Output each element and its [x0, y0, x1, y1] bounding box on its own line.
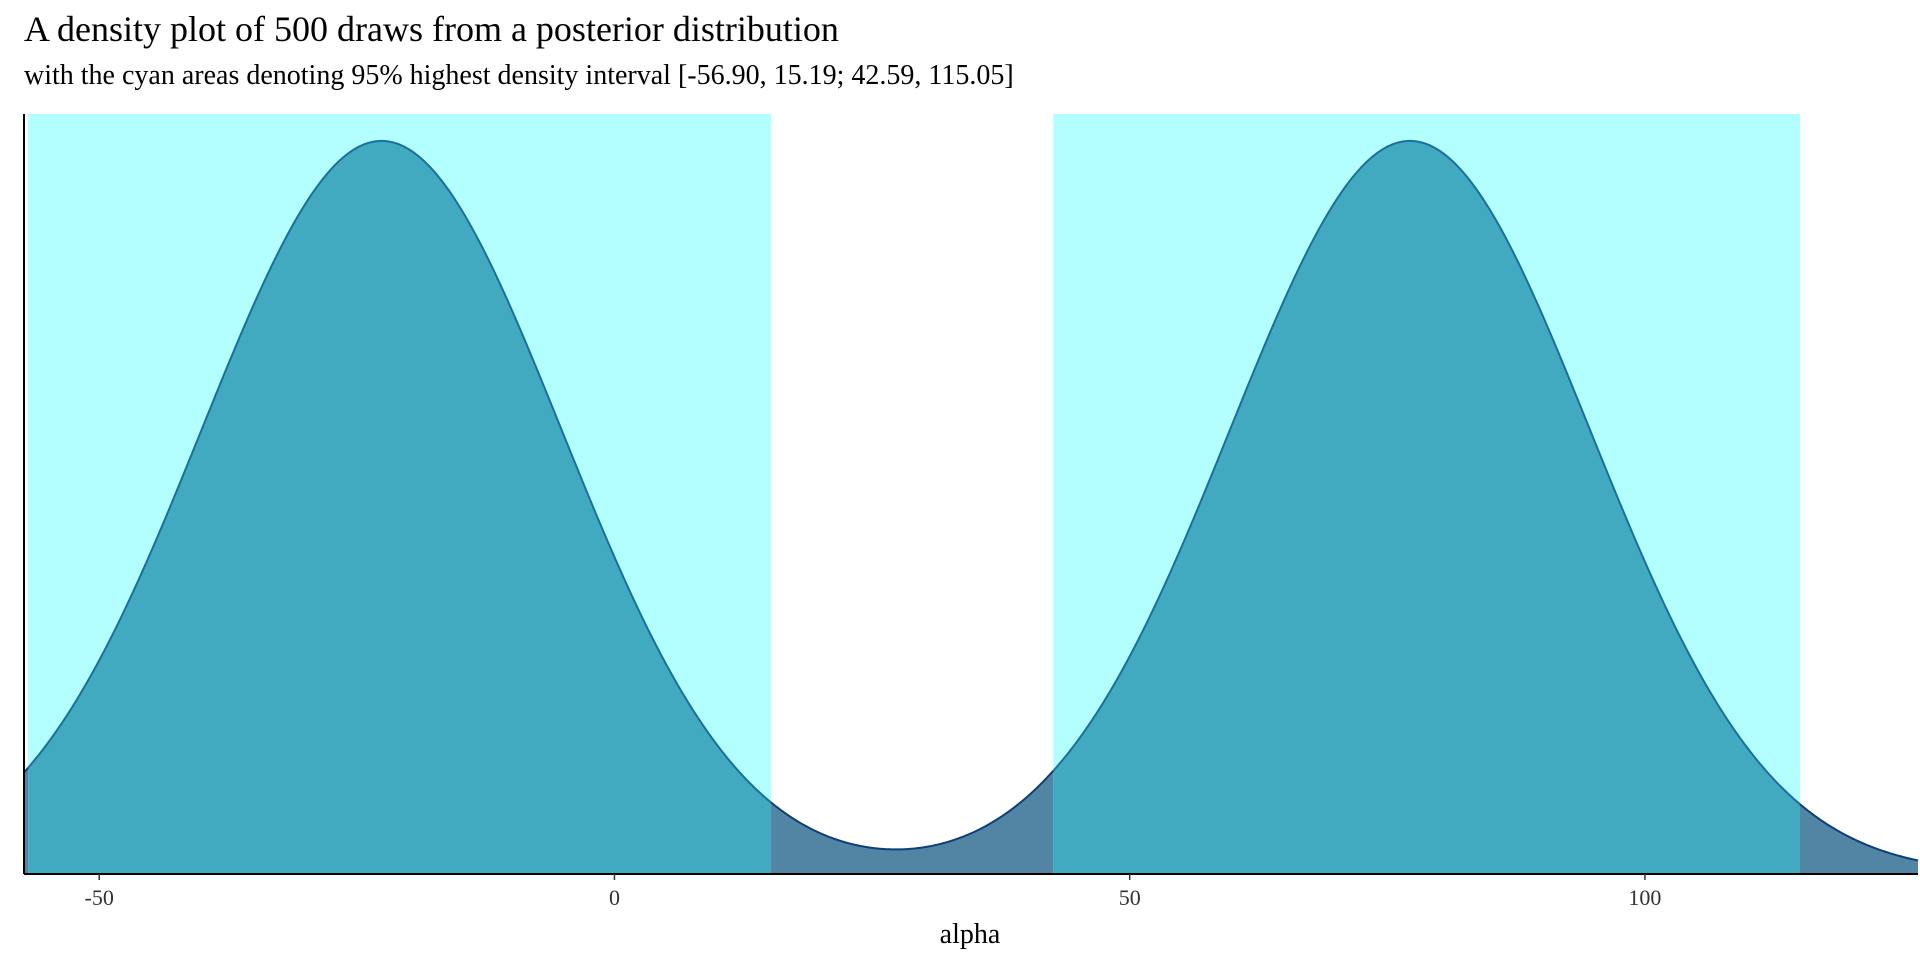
density-line-segment-3	[770, 770, 1055, 851]
density-line-segment-4	[1052, 139, 1801, 806]
density-area-outside-hdi-5	[1800, 804, 1918, 874]
density-lines	[23, 139, 1919, 862]
density-area-outside-hdi-3	[770, 770, 1054, 874]
density-area-inside-hdi-2	[28, 140, 771, 875]
x-ticks: -50 0 50 100	[85, 874, 1661, 910]
density-area-outside-hdi-1	[24, 767, 29, 874]
chart-subtitle: with the cyan areas denoting 95% highest…	[24, 60, 1014, 91]
density-line-segment-2	[27, 139, 772, 804]
density-area-inside-hdi-4	[1053, 140, 1801, 875]
chart-title: A density plot of 500 draws from a poste…	[24, 9, 839, 49]
x-tick-label: 0	[609, 885, 620, 910]
x-tick-label: 50	[1119, 885, 1141, 910]
axes	[23, 114, 1918, 875]
density-areas	[24, 140, 1918, 875]
density-line-segment-5	[1799, 803, 1919, 862]
x-axis-title: alpha	[940, 919, 1001, 950]
x-tick-label: 100	[1628, 885, 1661, 910]
x-tick-label: -50	[85, 885, 114, 910]
